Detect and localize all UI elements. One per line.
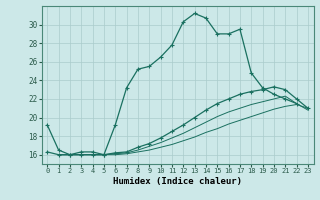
X-axis label: Humidex (Indice chaleur): Humidex (Indice chaleur) <box>113 177 242 186</box>
